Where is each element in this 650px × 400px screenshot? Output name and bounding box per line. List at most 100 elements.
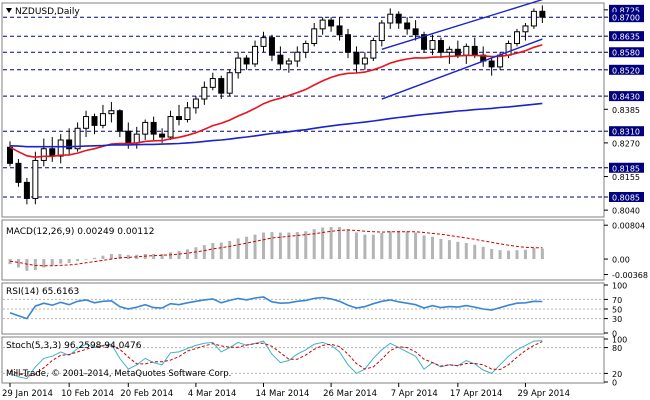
stoch-pane-frame bbox=[1, 336, 605, 384]
candle-body bbox=[294, 51, 301, 62]
candle-body bbox=[176, 116, 182, 121]
candle-body bbox=[319, 19, 326, 30]
candle-body bbox=[108, 110, 115, 115]
price-pane-frame bbox=[1, 2, 605, 218]
macd-bar bbox=[59, 259, 63, 264]
macd-bar bbox=[363, 234, 367, 260]
date-label: 4 Mar 2014 bbox=[188, 389, 236, 399]
candle-body bbox=[226, 72, 233, 94]
macd-bar bbox=[270, 232, 274, 260]
rsi-scale-label: 100 bbox=[612, 282, 627, 291]
macd-bar bbox=[278, 232, 282, 260]
date-label: 26 Mar 2014 bbox=[323, 389, 377, 399]
channel-lower-line bbox=[381, 38, 543, 100]
price-label-box bbox=[609, 4, 644, 15]
macd-bar bbox=[93, 257, 96, 260]
candle-body bbox=[40, 148, 47, 161]
price-label-box bbox=[609, 191, 644, 202]
price-candles bbox=[7, 5, 546, 205]
macd-bar bbox=[126, 254, 130, 260]
macd-bar bbox=[507, 250, 511, 260]
macd-bar bbox=[329, 227, 333, 260]
macd-bar bbox=[540, 248, 544, 260]
macd-bar bbox=[498, 250, 502, 260]
stoch-label: Stoch(5,3,3) 96.2598 94.0476 bbox=[6, 341, 142, 351]
candle-body bbox=[66, 139, 73, 150]
price-label: 0.8270 bbox=[612, 139, 640, 148]
macd-bar bbox=[371, 234, 375, 260]
macd-bar bbox=[76, 259, 80, 262]
macd-bar bbox=[287, 232, 291, 260]
macd-bar bbox=[431, 236, 434, 260]
candle-body bbox=[260, 37, 267, 47]
candle-body bbox=[74, 127, 81, 150]
candle-body bbox=[505, 42, 512, 56]
candle-body bbox=[488, 60, 495, 68]
candle-body bbox=[7, 146, 13, 164]
price-label: 0.8635 bbox=[612, 33, 640, 42]
macd-bar bbox=[523, 249, 527, 260]
price-label: 0.8310 bbox=[612, 128, 640, 137]
macd-bar bbox=[84, 259, 88, 260]
macd-bar bbox=[346, 229, 350, 260]
price-label-box bbox=[609, 31, 644, 42]
candle-body bbox=[437, 40, 444, 53]
rsi-label: RSI(14) 65.6163 bbox=[6, 287, 79, 297]
candle-body bbox=[302, 42, 309, 53]
price-label: 0.8085 bbox=[612, 193, 640, 202]
candle-body bbox=[218, 78, 225, 94]
candle-body bbox=[387, 13, 394, 24]
rsi-scale-label: 50 bbox=[612, 306, 622, 315]
candle-body bbox=[446, 48, 453, 53]
candle-body bbox=[142, 121, 149, 135]
candle-body bbox=[32, 159, 39, 199]
price-label-box bbox=[609, 64, 644, 75]
price-label-box bbox=[609, 91, 644, 102]
price-label: 0.8430 bbox=[612, 93, 640, 102]
candle-body bbox=[49, 148, 56, 157]
macd-bar bbox=[202, 245, 206, 260]
macd-histogram bbox=[8, 227, 544, 271]
macd-bar bbox=[16, 259, 20, 268]
macd-bar bbox=[380, 232, 384, 260]
date-label: 29 Jan 2014 bbox=[2, 389, 53, 399]
candle-body bbox=[99, 113, 106, 126]
date-axis: 29 Jan 2014 10 Feb 2014 20 Feb 2014 4 Mar 2… bbox=[2, 383, 570, 399]
candle-body bbox=[268, 37, 275, 56]
macd-bar bbox=[532, 248, 536, 260]
price-label: 0.8385 bbox=[612, 106, 640, 115]
price-label: 0.8185 bbox=[612, 164, 640, 173]
candle-body bbox=[159, 133, 166, 138]
price-label-box bbox=[609, 12, 644, 23]
candle-body bbox=[235, 57, 242, 74]
macd-bar bbox=[295, 232, 299, 260]
candle-body bbox=[252, 45, 259, 65]
macd-bar bbox=[312, 229, 316, 260]
candle-body bbox=[370, 40, 377, 59]
candle-body bbox=[285, 60, 292, 65]
candle-body bbox=[404, 22, 411, 30]
macd-label: MACD(12,26,9) 0.00249 0.00112 bbox=[6, 227, 155, 237]
candle-body bbox=[167, 116, 174, 138]
stoch-scale-label: 80 bbox=[612, 344, 622, 353]
candle-body bbox=[395, 13, 402, 24]
date-label: 7 Apr 2014 bbox=[391, 389, 438, 399]
stoch-signal-line bbox=[9, 341, 543, 377]
sma-fast-line bbox=[9, 44, 543, 159]
copyright-text: Mill-Trade, © 2001-2014, MetaQuotes Soft… bbox=[6, 369, 231, 379]
candle-body bbox=[311, 28, 318, 44]
macd-bar bbox=[405, 231, 409, 260]
macd-bar bbox=[422, 235, 426, 260]
macd-bar bbox=[515, 250, 519, 260]
macd-bar bbox=[321, 227, 325, 260]
stoch-scale-label: 100 bbox=[612, 336, 627, 345]
indicator-reference-lines bbox=[3, 298, 604, 374]
macd-bar bbox=[245, 236, 249, 260]
price-label-box bbox=[609, 47, 644, 58]
price-label: 0.8580 bbox=[612, 49, 640, 58]
candle-body bbox=[57, 139, 64, 157]
candle-body bbox=[378, 22, 385, 42]
rsi-scale-label: 70 bbox=[612, 296, 622, 305]
macd-bar bbox=[414, 232, 418, 260]
collapse-arrow-icon[interactable] bbox=[6, 8, 12, 13]
